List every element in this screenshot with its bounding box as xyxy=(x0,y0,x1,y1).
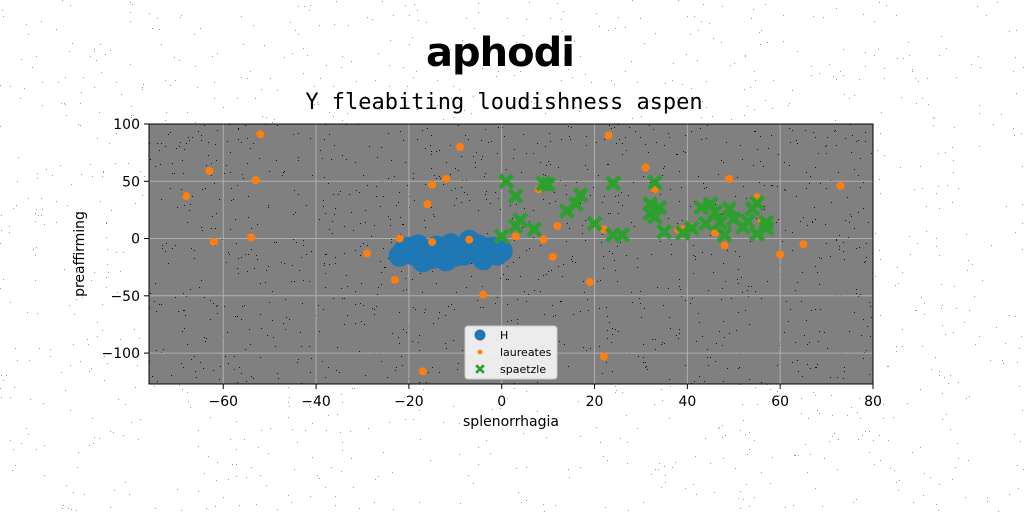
data-point-laureates xyxy=(599,352,608,361)
y-tick-label: −100 xyxy=(102,346,140,362)
data-point-spaetzle xyxy=(651,199,668,216)
axis-ticks: −60 −40 −20 0 20 40 60 80 −100 −50 0 50 100 xyxy=(102,117,882,410)
x-tick-label: −40 xyxy=(301,394,331,410)
data-point-laureates xyxy=(205,166,214,175)
data-point-laureates xyxy=(465,235,474,244)
data-point-laureates xyxy=(641,163,650,172)
data-point-spaetzle xyxy=(507,188,524,205)
x-tick-label: 60 xyxy=(771,394,789,410)
data-point-spaetzle xyxy=(605,175,622,192)
data-point-spaetzle xyxy=(498,173,515,190)
x-tick-label: 80 xyxy=(864,394,882,410)
data-point-laureates xyxy=(799,240,808,249)
data-point-spaetzle xyxy=(739,213,756,230)
y-tick-label: −50 xyxy=(110,289,140,305)
x-tick-label: −60 xyxy=(208,394,238,410)
legend-label-laureates: laureates xyxy=(500,346,552,359)
data-point-laureates xyxy=(553,221,562,230)
data-point-spaetzle xyxy=(702,196,719,213)
y-tick-label: 0 xyxy=(131,232,140,248)
y-axis-label: preaffirming xyxy=(72,211,88,297)
legend-marker-h xyxy=(474,329,486,341)
x-tick-label: 40 xyxy=(678,394,696,410)
data-point-laureates xyxy=(548,252,557,261)
data-point-laureates xyxy=(479,290,488,299)
data-point-laureates xyxy=(247,233,256,242)
series-spaetzle xyxy=(493,173,775,245)
data-point-laureates xyxy=(428,180,437,189)
data-point-spaetzle xyxy=(567,196,584,213)
legend-box xyxy=(464,325,558,380)
legend-marker-laureates xyxy=(477,349,483,355)
legend-label-h: H xyxy=(500,329,508,342)
data-point-laureates xyxy=(251,176,260,185)
x-tick-label: 20 xyxy=(586,394,604,410)
data-point-laureates xyxy=(442,174,451,183)
data-point-spaetzle xyxy=(748,195,765,212)
data-point-laureates xyxy=(836,181,845,190)
data-point-laureates xyxy=(182,192,191,201)
data-point-spaetzle xyxy=(758,220,775,237)
data-point-laureates xyxy=(599,225,608,234)
data-point-h xyxy=(490,240,513,263)
data-point-laureates xyxy=(776,250,785,259)
data-point-spaetzle xyxy=(674,224,691,241)
x-tick-label: −20 xyxy=(394,394,424,410)
data-point-laureates xyxy=(455,142,464,151)
data-point-spaetzle xyxy=(716,227,733,244)
chart-subtitle: Y fleabiting loudishness aspen xyxy=(305,90,702,115)
data-point-laureates xyxy=(395,234,404,243)
data-point-laureates xyxy=(390,275,399,284)
data-point-spaetzle xyxy=(646,174,663,191)
data-point-laureates xyxy=(418,367,427,376)
x-tick-label: 0 xyxy=(497,394,506,410)
data-point-laureates xyxy=(363,249,372,258)
data-point-spaetzle xyxy=(493,228,510,245)
data-point-laureates xyxy=(428,237,437,246)
data-point-spaetzle xyxy=(646,208,663,225)
x-axis-label: splenorrhagia xyxy=(463,414,559,430)
data-point-spaetzle xyxy=(572,187,589,204)
series-laureates xyxy=(182,130,845,376)
plot-frame xyxy=(148,123,874,385)
data-point-spaetzle xyxy=(707,204,724,221)
data-point-laureates xyxy=(256,130,265,139)
y-tick-label: 50 xyxy=(122,174,140,190)
data-point-spaetzle xyxy=(721,200,738,217)
data-point-spaetzle xyxy=(684,220,700,237)
data-point-laureates xyxy=(539,235,548,244)
chart-title: aphodi xyxy=(426,30,574,76)
data-point-spaetzle xyxy=(614,227,631,244)
y-tick-label: 100 xyxy=(113,117,140,133)
data-point-spaetzle xyxy=(711,214,728,231)
data-point-spaetzle xyxy=(586,215,603,232)
data-point-laureates xyxy=(511,232,520,241)
legend-label-spaetzle: spaetzle xyxy=(500,363,546,376)
data-point-spaetzle xyxy=(656,223,673,240)
data-point-laureates xyxy=(209,237,218,246)
series-layer xyxy=(182,130,845,376)
data-point-laureates xyxy=(725,174,734,183)
data-point-laureates xyxy=(585,278,594,287)
data-point-laureates xyxy=(720,241,729,250)
data-point-spaetzle xyxy=(526,221,543,238)
data-point-spaetzle xyxy=(512,212,529,229)
data-point-laureates xyxy=(604,131,613,140)
data-point-laureates xyxy=(423,200,432,209)
data-point-spaetzle xyxy=(540,176,557,193)
legend-marker-spaetzle xyxy=(475,364,485,374)
